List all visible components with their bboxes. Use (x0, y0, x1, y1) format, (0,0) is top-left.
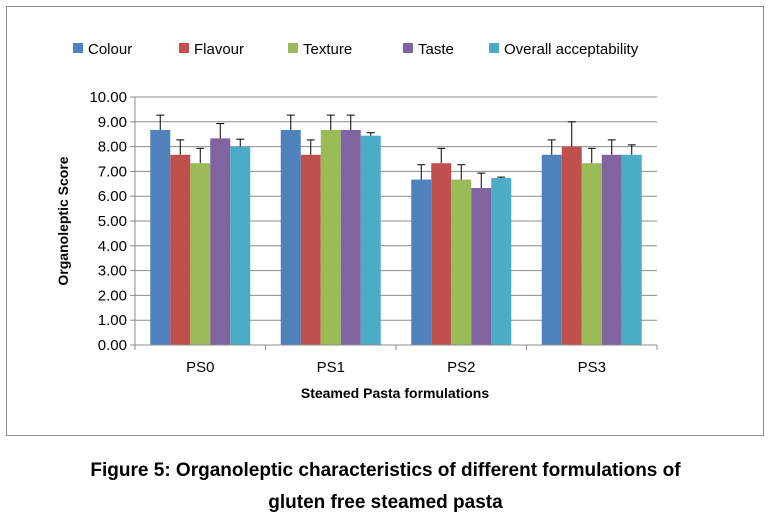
bar-colour (150, 129, 171, 345)
legend-swatch (179, 43, 189, 53)
y-tick-label: 5.00 (98, 213, 127, 230)
bar-chart: Colour Flavour Texture Taste Overall accepta… (55, 41, 658, 401)
bar-flavour (431, 163, 452, 345)
bar-taste (210, 138, 231, 345)
y-tick-label: 7.00 (98, 163, 127, 180)
y-tick-label: 0.00 (98, 337, 127, 354)
bar-overall-acceptability (621, 154, 642, 345)
y-tick-label: 8.00 (98, 139, 127, 156)
x-axis-title: Steamed Pasta formulations (301, 385, 489, 401)
y-tick-label: 10.00 (89, 89, 127, 106)
bar-flavour (300, 154, 321, 345)
legend-label: Flavour (194, 41, 244, 58)
x-tick-label: PS1 (317, 359, 345, 376)
bar-texture (581, 163, 602, 345)
legend-label: Overall acceptability (504, 41, 639, 58)
bar-colour (280, 129, 301, 345)
bar-flavour (170, 154, 191, 345)
bar-taste (471, 188, 492, 345)
bar-texture (190, 163, 211, 345)
legend-swatch (73, 43, 83, 53)
bar-overall-acceptability (360, 135, 381, 345)
x-tick-label: PS2 (447, 359, 475, 376)
bar-taste (601, 154, 622, 345)
bar-flavour (561, 146, 582, 345)
y-tick-label: 9.00 (98, 114, 127, 131)
legend-swatch (403, 43, 413, 53)
legend-swatch (288, 43, 298, 53)
caption-line-2: gluten free steamed pasta (268, 492, 503, 513)
y-tick-label: 1.00 (98, 312, 127, 329)
x-tick-label: PS0 (186, 359, 214, 376)
bar-texture (451, 179, 472, 345)
y-axis-ticks: 0.00 1.00 2.00 3.00 4.00 5.00 6.00 7.00 8.00 9.00… (89, 89, 135, 354)
y-tick-label: 4.00 (98, 238, 127, 255)
legend-label: Taste (418, 41, 454, 58)
bar-overall-acceptability (491, 178, 512, 345)
legend-label: Texture (303, 41, 352, 58)
figure-caption: Figure 5: Organoleptic characteristics o… (0, 455, 771, 519)
legend: Colour Flavour Texture Taste Overall accepta… (73, 41, 639, 58)
bar-colour (541, 154, 562, 345)
x-tick-label: PS3 (578, 359, 606, 376)
bar-colour (411, 179, 432, 345)
y-tick-label: 3.00 (98, 263, 127, 280)
legend-swatch (489, 43, 499, 53)
y-tick-label: 6.00 (98, 188, 127, 205)
y-tick-label: 2.00 (98, 287, 127, 304)
y-axis-title: Organoleptic Score (55, 156, 71, 285)
error-bars (156, 114, 636, 189)
bars (150, 129, 642, 345)
caption-line-1: Figure 5: Organoleptic characteristics o… (90, 460, 681, 481)
x-axis-ticks: PS0 PS1 PS2 PS3 (134, 345, 658, 376)
bar-texture (320, 129, 341, 345)
bar-overall-acceptability (230, 146, 251, 345)
legend-label: Colour (88, 41, 132, 58)
bar-taste (340, 129, 361, 345)
chart-frame: Colour Flavour Texture Taste Overall accepta… (6, 6, 764, 436)
